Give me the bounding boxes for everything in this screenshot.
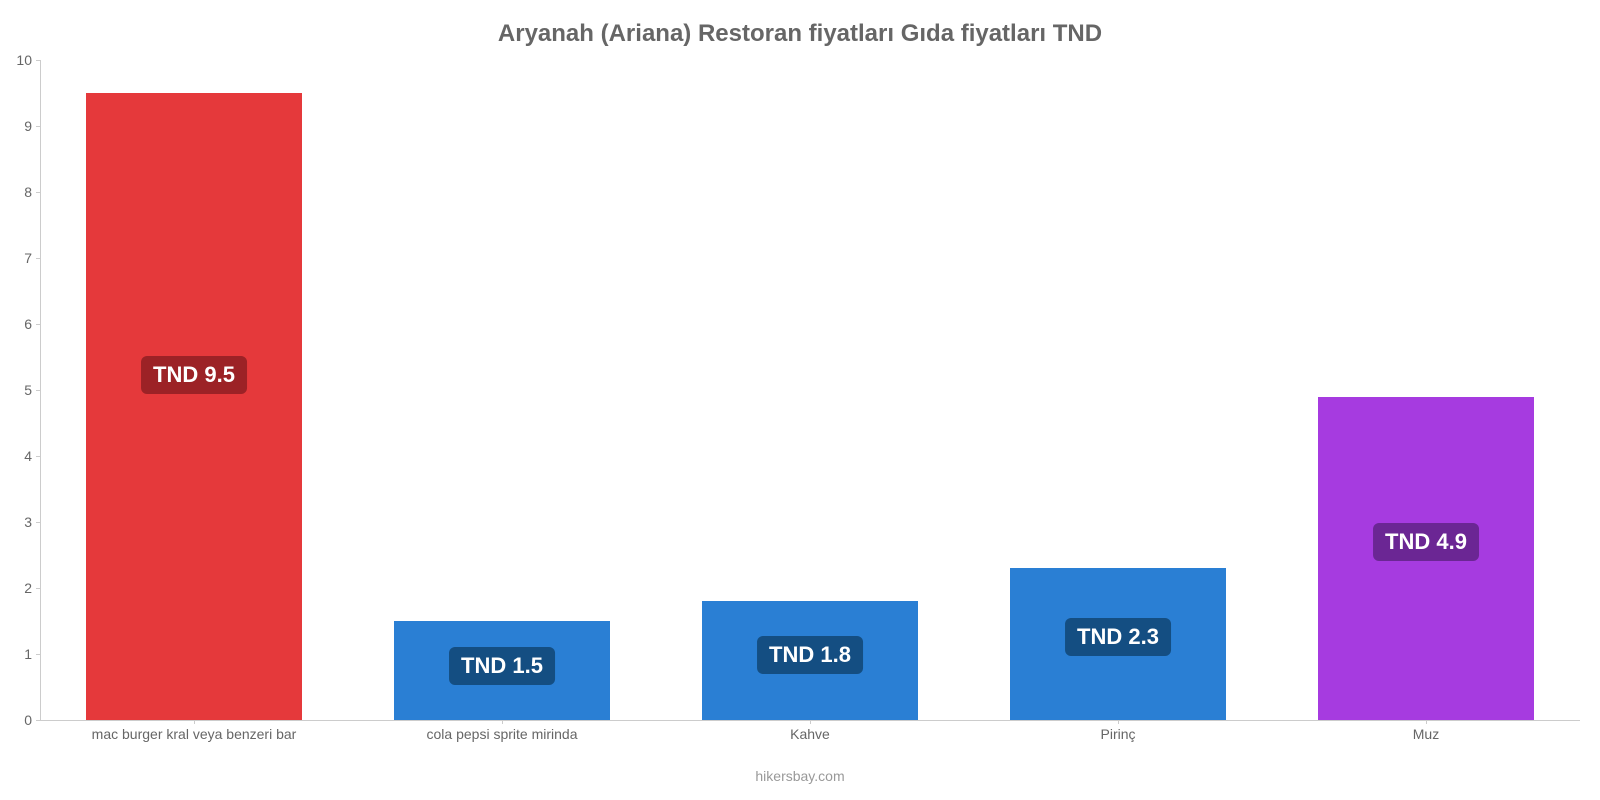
value-badge: TND 2.3: [1065, 618, 1171, 656]
y-tick-mark: [36, 522, 40, 523]
y-tick-mark: [36, 192, 40, 193]
x-tick-label: Kahve: [790, 726, 830, 742]
y-tick-label: 5: [2, 382, 32, 398]
y-tick-label: 8: [2, 184, 32, 200]
y-tick-mark: [36, 324, 40, 325]
value-badge: TND 4.9: [1373, 523, 1479, 561]
y-tick-mark: [36, 390, 40, 391]
x-tick-mark: [502, 720, 503, 724]
y-tick-label: 1: [2, 646, 32, 662]
y-tick-mark: [36, 456, 40, 457]
x-tick-label: Muz: [1413, 726, 1439, 742]
value-badge: TND 9.5: [141, 356, 247, 394]
y-tick-label: 2: [2, 580, 32, 596]
chart-credit: hikersbay.com: [0, 768, 1600, 784]
y-tick-label: 7: [2, 250, 32, 266]
y-tick-mark: [36, 654, 40, 655]
chart-title: Aryanah (Ariana) Restoran fiyatları Gıda…: [0, 20, 1600, 48]
plot-area: TND 9.5 TND 1.5 TND 1.8 TND 2.3 TND 4.9: [40, 60, 1580, 720]
value-badge: TND 1.8: [757, 636, 863, 674]
x-tick-mark: [1118, 720, 1119, 724]
bar: [86, 93, 302, 720]
x-tick-label: mac burger kral veya benzeri bar: [92, 726, 297, 742]
chart-container: Aryanah (Ariana) Restoran fiyatları Gıda…: [0, 0, 1600, 800]
y-tick-mark: [36, 126, 40, 127]
x-tick-mark: [1426, 720, 1427, 724]
x-axis-labels: mac burger kral veya benzeri bar cola pep…: [40, 722, 1580, 752]
y-tick-mark: [36, 588, 40, 589]
x-tick-mark: [810, 720, 811, 724]
y-tick-label: 4: [2, 448, 32, 464]
y-tick-mark: [36, 60, 40, 61]
y-tick-label: 0: [2, 712, 32, 728]
y-tick-label: 6: [2, 316, 32, 332]
y-tick-label: 10: [2, 52, 32, 68]
y-tick-mark: [36, 258, 40, 259]
x-tick-label: cola pepsi sprite mirinda: [427, 726, 578, 742]
value-badge: TND 1.5: [449, 647, 555, 685]
y-tick-mark: [36, 720, 40, 721]
x-tick-mark: [194, 720, 195, 724]
y-axis: 012345678910: [0, 60, 40, 720]
x-tick-label: Pirinç: [1100, 726, 1135, 742]
y-tick-label: 9: [2, 118, 32, 134]
y-tick-label: 3: [2, 514, 32, 530]
